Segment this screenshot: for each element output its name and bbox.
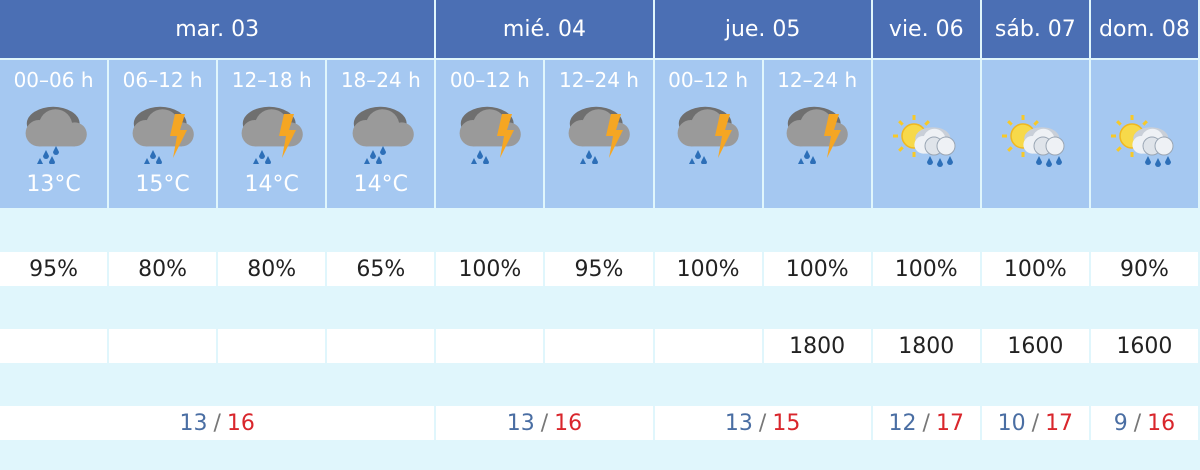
weather-icon <box>241 106 303 164</box>
period-temp: 14°C <box>244 172 299 197</box>
period-temp: 14°C <box>353 172 408 197</box>
precip-cell: 90% <box>1090 252 1198 286</box>
weather-icon <box>352 106 414 164</box>
weather-icon <box>786 106 848 164</box>
weather-icon <box>893 115 956 167</box>
snow-cell: 1800 <box>763 329 871 363</box>
max-temp: 17 <box>1045 410 1074 436</box>
precip-cell: 100% <box>763 252 871 286</box>
period-label: 00–12 h <box>449 68 530 92</box>
min-temp: 9 <box>1113 410 1128 436</box>
weather-icon <box>1002 115 1065 167</box>
min-temp: 13 <box>724 410 753 436</box>
max-temp: 17 <box>935 410 964 436</box>
max-temp: 15 <box>772 410 801 436</box>
day-temps: 10/17 <box>981 406 1089 440</box>
period-temp: 13°C <box>26 172 81 197</box>
snow-cell: 1800 <box>872 329 980 363</box>
separator: / <box>540 410 549 436</box>
separator: / <box>922 410 930 436</box>
snow-cell <box>109 329 217 363</box>
weather-icon <box>25 106 87 164</box>
period-label: 00–06 h <box>13 68 94 92</box>
day-header: sáb. 07 <box>981 0 1089 58</box>
day-temps: 12/17 <box>872 406 980 440</box>
precip-cell: 95% <box>545 252 653 286</box>
separator: / <box>213 410 221 436</box>
day-header: jue. 05 <box>654 0 871 58</box>
snow-cell <box>654 329 762 363</box>
precip-cell: 65% <box>327 252 435 286</box>
day-header: vie. 06 <box>872 0 980 58</box>
day-header: dom. 08 <box>1090 0 1198 58</box>
precip-cell: 100% <box>436 252 544 286</box>
day-header: mié. 04 <box>436 0 653 58</box>
snow-cell <box>218 329 326 363</box>
precip-cell: 100% <box>981 252 1089 286</box>
period-label: 06–12 h <box>122 68 203 92</box>
snow-cell: 1600 <box>1090 329 1198 363</box>
day-temps: 13/16 <box>0 406 435 440</box>
weather-icon <box>459 106 521 164</box>
snow-cell: 1600 <box>981 329 1089 363</box>
min-temp: 13 <box>506 410 535 436</box>
snow-cell <box>327 329 435 363</box>
snow-cell <box>545 329 653 363</box>
separator: / <box>1133 410 1142 436</box>
snow-cell <box>436 329 544 363</box>
day-temps: 13/16 <box>436 406 653 440</box>
separator: / <box>1031 410 1040 436</box>
period-temp: 15°C <box>135 172 190 197</box>
day-header: mar. 03 <box>0 0 435 58</box>
precip-cell: 100% <box>654 252 762 286</box>
weather-icon <box>677 106 739 164</box>
period-label: 12–24 h <box>777 68 858 92</box>
precip-cell: 80% <box>218 252 326 286</box>
snow-cell <box>0 329 108 363</box>
min-temp: 13 <box>179 410 208 436</box>
weather-icon <box>132 106 194 164</box>
max-temp: 16 <box>1147 410 1176 436</box>
weather-icon <box>568 106 630 164</box>
max-temp: 16 <box>554 410 583 436</box>
min-temp: 10 <box>997 410 1026 436</box>
min-temp: 12 <box>888 410 917 436</box>
period-label: 12–18 h <box>231 68 312 92</box>
max-temp: 16 <box>226 410 255 436</box>
period-label: 00–12 h <box>668 68 749 92</box>
precip-cell: 95% <box>0 252 108 286</box>
weather-icon <box>1111 115 1174 167</box>
day-temps: 13/15 <box>654 406 871 440</box>
day-temps: 9/16 <box>1090 406 1198 440</box>
precip-cell: 100% <box>872 252 980 286</box>
precip-cell: 80% <box>109 252 217 286</box>
separator: / <box>758 410 767 436</box>
period-label: 18–24 h <box>340 68 421 92</box>
period-label: 12–24 h <box>559 68 639 92</box>
